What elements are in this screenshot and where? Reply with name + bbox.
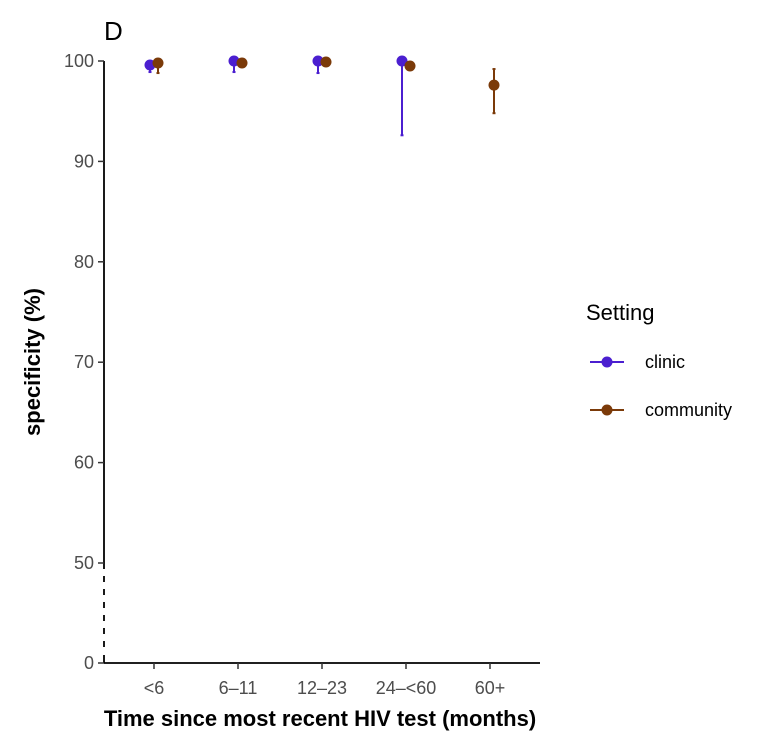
legend-title: Setting (586, 300, 655, 325)
x-tick-label: 12–23 (297, 678, 347, 698)
panel-label: D (104, 16, 123, 46)
y-axis: 0 50 60 70 80 90 100 (64, 51, 105, 673)
y-tick-label: 90 (74, 151, 94, 171)
y-tick-label: 60 (74, 453, 94, 473)
point-clinic (312, 55, 324, 67)
x-axis: <6 6–11 12–23 24–<60 60+ (104, 662, 540, 698)
legend-label-community: community (645, 400, 732, 420)
x-tick-label: 6–11 (219, 678, 258, 698)
y-tick-label: 100 (64, 51, 94, 71)
legend-marker-community (601, 404, 613, 416)
point-community (404, 60, 416, 72)
legend-label-clinic: clinic (645, 352, 685, 372)
x-tick-label: 24–<60 (376, 678, 437, 698)
y-tick-label: 70 (74, 352, 94, 372)
y-axis-title: specificity (%) (20, 288, 45, 436)
y-tick-label: 0 (84, 653, 94, 673)
legend-marker-clinic (601, 356, 613, 368)
point-community (152, 57, 164, 69)
point-community (488, 79, 500, 91)
x-tick-label: <6 (144, 678, 165, 698)
point-community (320, 56, 332, 68)
data-marks (144, 55, 500, 137)
point-community (236, 57, 248, 69)
point-clinic (396, 55, 408, 67)
y-tick-label: 80 (74, 252, 94, 272)
x-tick-label: 60+ (475, 678, 506, 698)
y-tick-label: 50 (74, 553, 94, 573)
legend: Setting clinic community (586, 300, 732, 420)
x-axis-title: Time since most recent HIV test (months) (104, 706, 536, 731)
